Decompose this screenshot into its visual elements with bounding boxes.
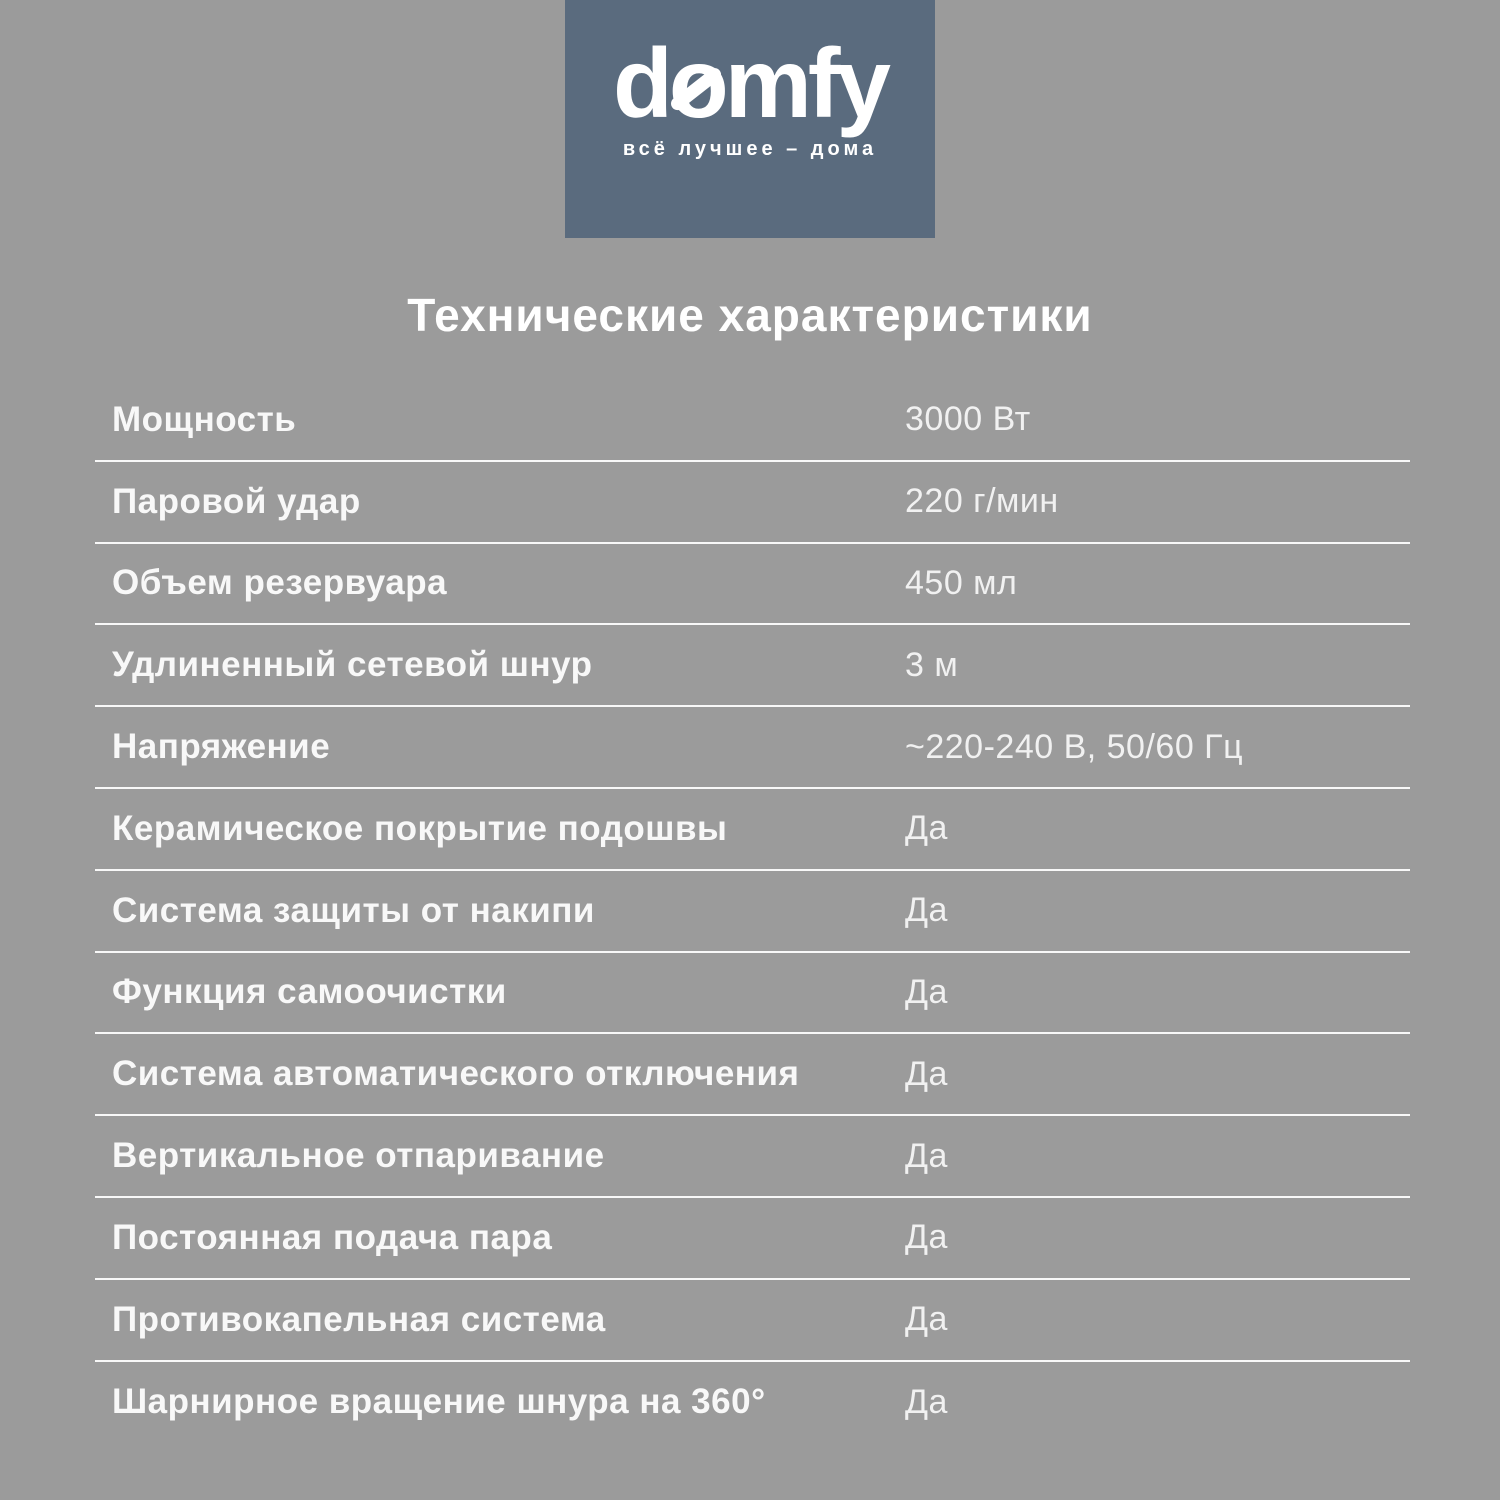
spec-label: Удлиненный сетевой шнур: [112, 645, 593, 685]
spec-value: Да: [905, 809, 948, 848]
spec-table: Мощность 3000 Вт Паровой удар 220 г/мин Объе…: [95, 380, 1410, 1443]
table-row: Вертикальное отпаривание Да: [95, 1116, 1410, 1198]
table-row: Система защиты от накипи Да: [95, 871, 1410, 953]
spec-label: Керамическое покрытие подошвы: [112, 808, 728, 848]
table-row: Мощность 3000 Вт: [95, 380, 1410, 462]
page-title: Технические характеристики: [407, 289, 1093, 341]
table-row: Паровой удар 220 г/мин: [95, 462, 1410, 544]
spec-value: Да: [905, 1218, 948, 1257]
table-row: Напряжение ~220-240 В, 50/60 Гц: [95, 707, 1410, 789]
spec-label: Противокапельная система: [112, 1299, 606, 1339]
spec-value: Да: [905, 1382, 948, 1421]
spec-value: 3 м: [905, 645, 959, 684]
spec-value: Да: [905, 1054, 948, 1093]
table-row: Керамическое покрытие подошвы Да: [95, 789, 1410, 871]
spec-value: Да: [905, 1300, 948, 1339]
table-row: Система автоматического отключения Да: [95, 1034, 1410, 1117]
spec-value: 3000 Вт: [905, 400, 1031, 439]
spec-label: Вертикальное отпаривание: [112, 1136, 605, 1176]
spec-value: ~220-240 В, 50/60 Гц: [905, 727, 1244, 766]
spec-value: Да: [905, 891, 948, 930]
spec-label: Паровой удар: [112, 481, 361, 521]
spec-label: Система автоматического отключения: [112, 1054, 800, 1094]
spec-value: 450 мл: [905, 563, 1018, 602]
table-row: Постоянная подача пара Да: [95, 1198, 1410, 1280]
logo-letter-d: d: [612, 28, 673, 138]
spec-label: Функция самоочистки: [112, 972, 507, 1012]
table-row: Удлиненный сетевой шнур 3 м: [95, 625, 1410, 708]
table-row: Объем резервуара 450 мл: [95, 544, 1410, 626]
spec-label: Мощность: [112, 399, 297, 439]
table-row: Противокапельная система Да: [95, 1280, 1410, 1362]
logo-knot-icon: o: [668, 28, 729, 138]
spec-label: Система защиты от накипи: [112, 890, 595, 930]
brand-logo-box: domfy всё лучшее – дома: [565, 0, 935, 238]
spec-label: Постоянная подача пара: [112, 1217, 553, 1257]
table-row: Функция самоочистки Да: [95, 953, 1410, 1035]
spec-label: Шарнирное вращение шнура на 360°: [112, 1382, 766, 1422]
table-row: Шарнирное вращение шнура на 360° Да: [95, 1362, 1410, 1444]
spec-label: Объем резервуара: [112, 563, 448, 603]
spec-value: 220 г/мин: [905, 482, 1059, 521]
logo-letters-mfy: mfy: [724, 28, 891, 138]
spec-label: Напряжение: [112, 727, 331, 767]
brand-tagline: всё лучшее – дома: [622, 138, 878, 160]
domfy-logo: domfy: [613, 28, 891, 138]
spec-value: Да: [905, 972, 948, 1011]
spec-value: Да: [905, 1136, 948, 1175]
